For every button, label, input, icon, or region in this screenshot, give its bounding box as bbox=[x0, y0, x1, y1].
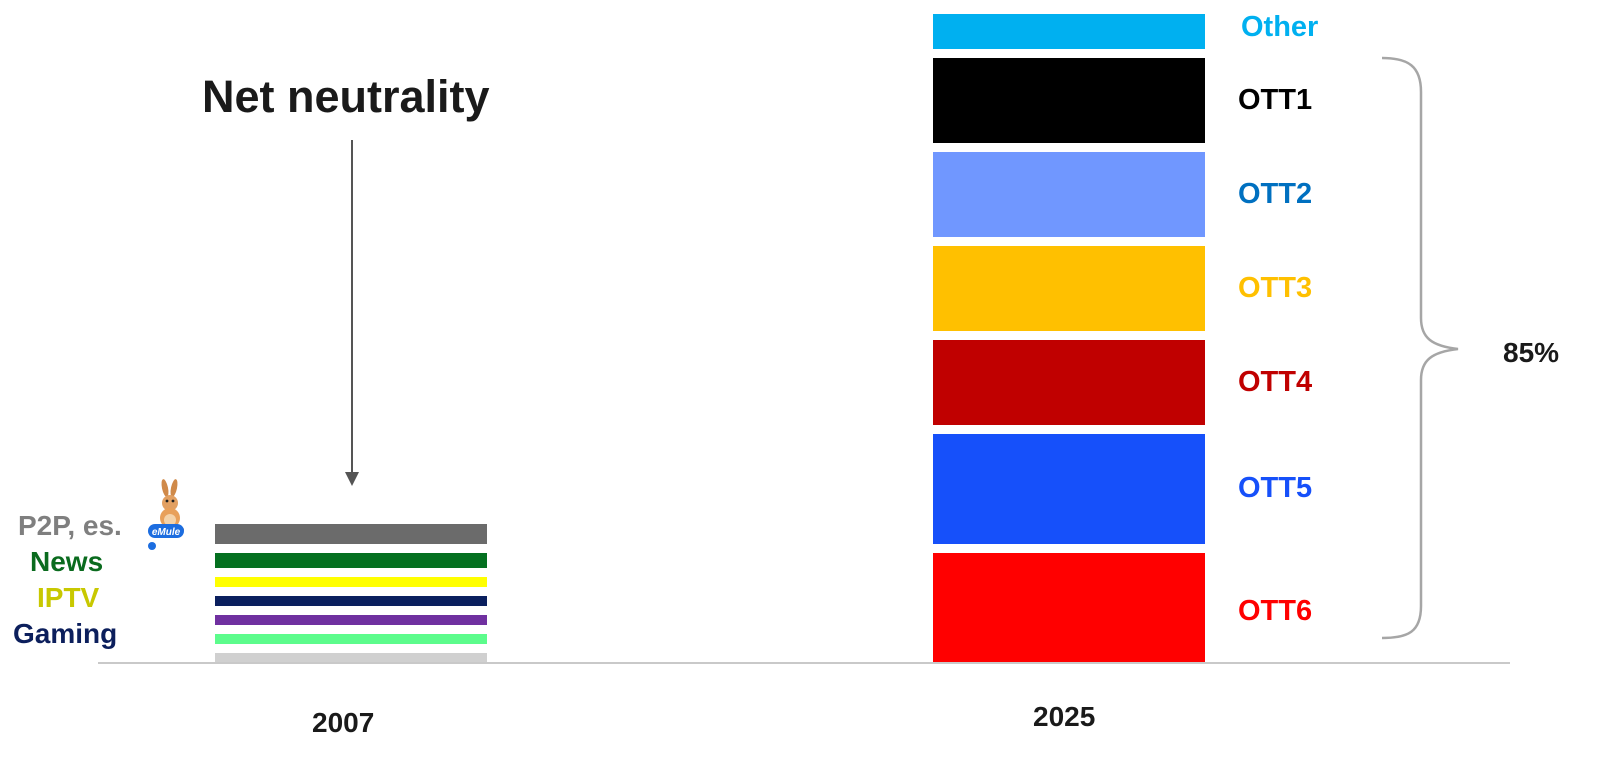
bar-segment-2007-series-1 bbox=[215, 634, 487, 644]
emule-mascot-icon: eMule bbox=[148, 479, 184, 550]
bar-segment-2007-news bbox=[215, 553, 487, 568]
bar-segment-2025-ott4 bbox=[933, 340, 1205, 425]
bar-segment-2025-ott3 bbox=[933, 246, 1205, 331]
bar-segment-2025-other bbox=[933, 14, 1205, 49]
category-label-2007: 2007 bbox=[312, 707, 375, 738]
segment-label-news: News bbox=[30, 546, 104, 577]
brace-85-percent bbox=[1381, 56, 1459, 640]
bar-segment-2025-ott1 bbox=[933, 58, 1205, 143]
brace-annotation-label: 85% bbox=[1503, 337, 1560, 368]
bar-segment-2007-gaming bbox=[215, 596, 487, 606]
bar-segment-2007-series-2 bbox=[215, 615, 487, 625]
segment-label-other: Other bbox=[1241, 11, 1319, 43]
net-neutrality-arrow bbox=[345, 140, 359, 486]
chart-marks bbox=[215, 14, 1205, 663]
bar-segment-2007-iptv bbox=[215, 577, 487, 587]
segment-label-iptv: IPTV bbox=[37, 582, 100, 613]
segment-label-gaming: Gaming bbox=[13, 618, 118, 649]
bar-segment-2007-p2p-es bbox=[215, 524, 487, 544]
segment-label-ott3: OTT3 bbox=[1238, 271, 1313, 304]
segment-label-ott1: OTT1 bbox=[1238, 83, 1313, 116]
arrow-annotation-label: Net neutrality bbox=[202, 71, 490, 122]
segment-label-ott5: OTT5 bbox=[1238, 472, 1313, 504]
bar-segment-2025-ott2 bbox=[933, 152, 1205, 237]
bar-segment-2025-ott5 bbox=[933, 434, 1205, 544]
svg-text:eMule: eMule bbox=[152, 527, 181, 538]
segment-label-ott6: OTT6 bbox=[1238, 595, 1313, 627]
segment-label-p2p-es: P2P, es. bbox=[18, 510, 122, 541]
bar-segment-2025-ott6 bbox=[933, 553, 1205, 663]
bar-segment-2007-series-0 bbox=[215, 653, 487, 663]
segment-label-ott2: OTT2 bbox=[1238, 177, 1313, 210]
segment-label-ott4: OTT4 bbox=[1238, 365, 1313, 398]
category-label-2025: 2025 bbox=[1033, 701, 1096, 732]
